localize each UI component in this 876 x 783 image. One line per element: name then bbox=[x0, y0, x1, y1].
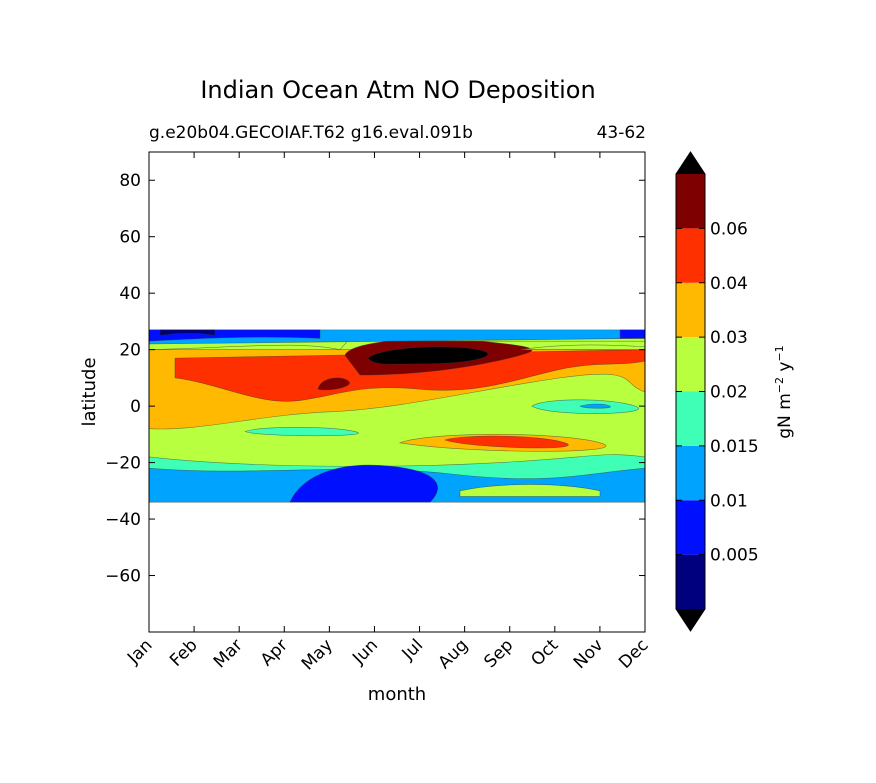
colorbar-frame bbox=[675, 151, 706, 632]
x-tick-label: Jun bbox=[348, 635, 382, 669]
y-tick-label: 80 bbox=[119, 171, 141, 191]
colorbar-extend-high bbox=[676, 152, 705, 174]
contour-patch-blue bbox=[289, 464, 438, 503]
y-tick-label: −60 bbox=[105, 567, 141, 587]
chart-subtitle-right: 43-62 bbox=[597, 123, 646, 143]
contour-patch-blue-ne bbox=[619, 329, 645, 339]
chart-subtitle-left: g.e20b04.GECOIAF.T62 g16.eval.091b bbox=[149, 123, 473, 143]
colorbar-tick-label: 0.06 bbox=[710, 219, 748, 239]
colorbar-segment bbox=[676, 282, 705, 338]
y-tick-label: 20 bbox=[119, 341, 141, 361]
colorbar: 0.005 0.01 0.015 0.02 0.03 0.04 0.06 bbox=[675, 151, 759, 632]
colorbar-tick-label: 0.04 bbox=[710, 274, 748, 294]
colorbar-segment bbox=[676, 228, 705, 283]
y-tick-label: 40 bbox=[119, 284, 141, 304]
x-tick-label: Oct bbox=[527, 635, 562, 670]
x-tick-label: Jan bbox=[123, 635, 156, 668]
contour-band-red bbox=[174, 349, 645, 402]
colorbar-segment bbox=[676, 391, 705, 446]
colorbar-segment bbox=[676, 445, 705, 501]
chart-title: Indian Ocean Atm NO Deposition bbox=[200, 76, 595, 104]
plot-frame bbox=[148, 151, 646, 633]
x-tick-label: Feb bbox=[166, 635, 201, 670]
colorbar-tick-label: 0.02 bbox=[710, 383, 748, 403]
x-tick-label: Mar bbox=[210, 635, 247, 672]
contour-patch-cyan-small bbox=[244, 427, 359, 437]
colorbar-extend-low bbox=[676, 609, 705, 631]
contour-patch-navy bbox=[159, 329, 216, 336]
colorbar-segment bbox=[676, 337, 705, 392]
contour-patch-black bbox=[367, 346, 489, 365]
y-tick-label: −40 bbox=[105, 510, 141, 530]
x-axis-label: month bbox=[368, 684, 426, 705]
contour-patch-lightblue bbox=[579, 403, 611, 409]
y-tick-label: 60 bbox=[119, 228, 141, 248]
y-axis: 80 60 40 20 0 −20 −40 −60 bbox=[105, 171, 645, 587]
y-tick-label: −20 bbox=[105, 454, 141, 474]
colorbar-tick-label: 0.005 bbox=[710, 546, 759, 566]
contour-field bbox=[149, 329, 645, 503]
x-tick-label: Jul bbox=[398, 635, 427, 664]
x-tick-label: Sep bbox=[480, 635, 517, 672]
colorbar-tick-label: 0.03 bbox=[710, 328, 748, 348]
contour-patch-darkred-small bbox=[317, 377, 350, 391]
x-tick-label: Nov bbox=[570, 635, 608, 673]
x-tick-label: Dec bbox=[615, 635, 652, 672]
x-tick-label: Apr bbox=[257, 635, 292, 670]
y-tick-label: 0 bbox=[130, 397, 141, 417]
y-axis-label: latitude bbox=[79, 357, 100, 426]
colorbar-label: gN m−2 y−1 bbox=[773, 345, 795, 438]
colorbar-tick-label: 0.01 bbox=[710, 491, 748, 511]
colorbar-segment bbox=[676, 174, 705, 229]
contour-patch-red-south bbox=[444, 435, 569, 449]
colorbar-segment bbox=[676, 554, 705, 609]
colorbar-segment bbox=[676, 500, 705, 555]
colorbar-tick-label: 0.015 bbox=[710, 437, 759, 457]
contour-patch-green-south bbox=[459, 484, 601, 497]
x-tick-label: May bbox=[298, 635, 337, 674]
x-tick-label: Aug bbox=[435, 635, 473, 673]
